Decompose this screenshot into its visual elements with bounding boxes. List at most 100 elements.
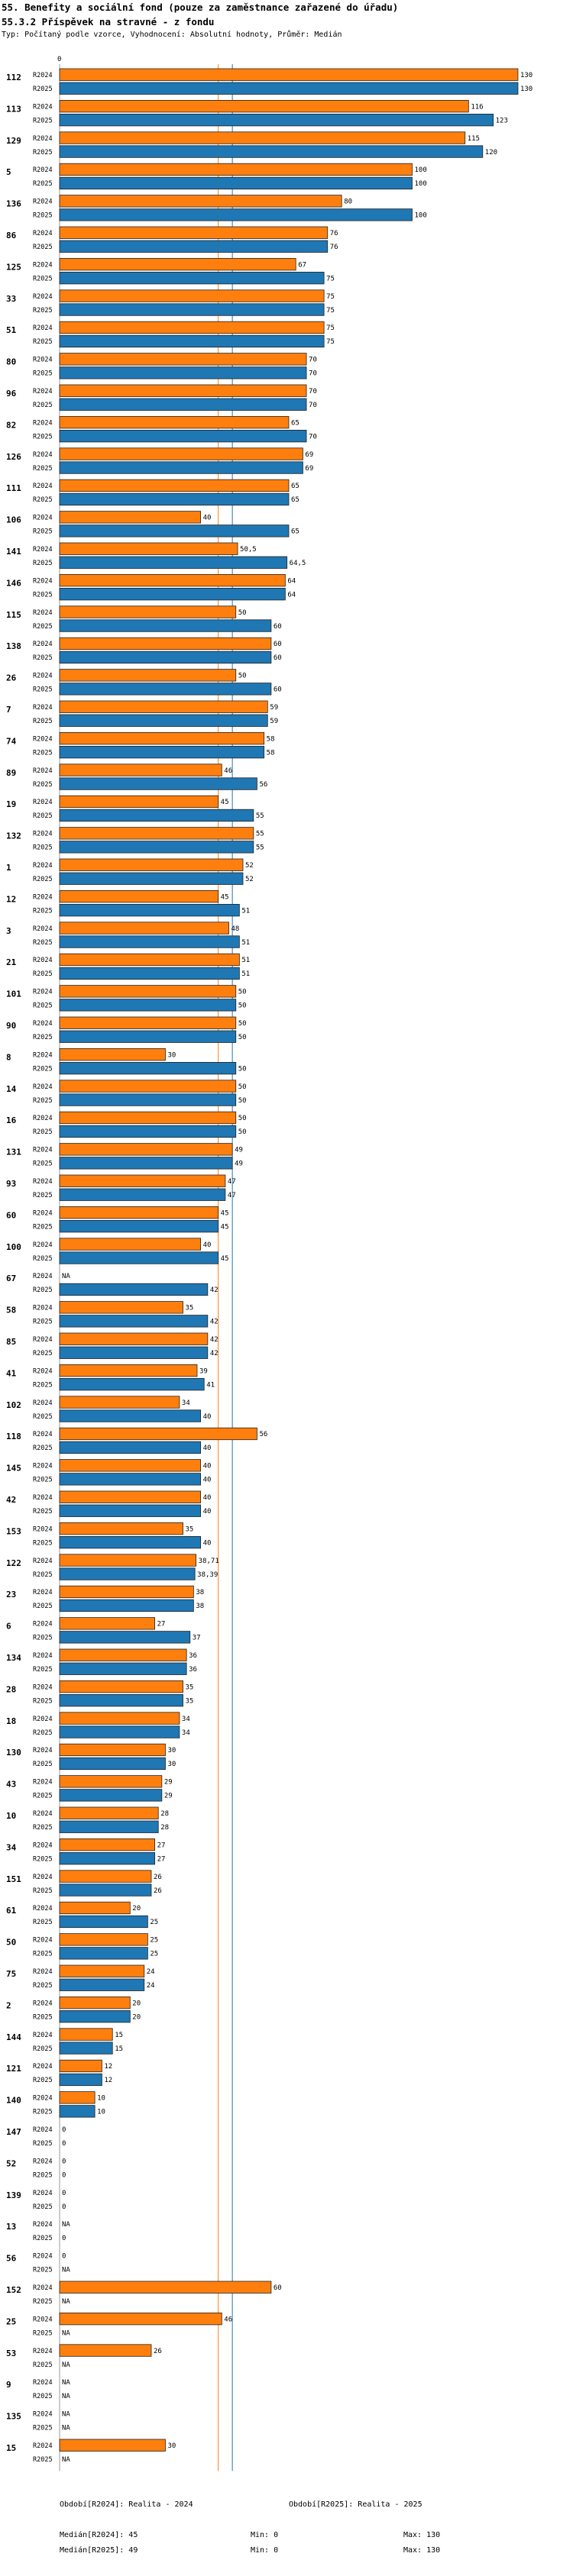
data-value-label: 26 (154, 1887, 162, 1895)
series-label: R2025 (33, 1635, 53, 1642)
series-label: R2024 (33, 2095, 53, 2103)
data-value-label: 29 (164, 1779, 173, 1787)
data-value-label: 38,71 (199, 1558, 219, 1565)
data-value-label: 25 (150, 1951, 158, 1958)
data-bar (59, 1522, 183, 1535)
data-value-label: 64 (287, 591, 296, 599)
data-bar (59, 2105, 96, 2118)
data-value-label: 0 (62, 2253, 66, 2261)
data-value-label: 120 (485, 149, 497, 157)
series-label: R2025 (33, 844, 53, 852)
data-value-label: 70 (309, 357, 317, 364)
data-value-label: 40 (203, 1494, 212, 1502)
group-label: 146 (6, 578, 21, 588)
data-bar (59, 303, 325, 316)
data-value-label: NA (62, 2221, 70, 2229)
data-value-label: 20 (132, 2000, 141, 2007)
data-bar (59, 1206, 219, 1219)
data-value-label: 60 (274, 641, 282, 648)
data-value-label: 59 (270, 704, 278, 712)
series-label: R2024 (33, 957, 53, 964)
group-label: 121 (6, 2064, 21, 2074)
series-label: R2025 (33, 686, 53, 694)
data-value-label: 70 (309, 370, 317, 378)
group-label: 13 (6, 2222, 16, 2232)
data-bar (59, 1631, 191, 1644)
data-value-label: 115 (468, 135, 480, 143)
data-bar (59, 145, 484, 158)
data-value-label: 24 (147, 1982, 155, 1990)
series-label: R2025 (33, 1286, 53, 1294)
series-label: R2024 (33, 451, 53, 459)
data-bar (59, 1725, 180, 1738)
data-value-label: 47 (228, 1192, 236, 1199)
data-value-label: 65 (291, 483, 299, 490)
group-label: 16 (6, 1115, 17, 1125)
group-label: 34 (6, 1842, 17, 1852)
data-bar (59, 447, 303, 460)
data-value-label: 60 (274, 623, 282, 631)
data-value-label: 35 (186, 1305, 194, 1312)
data-value-label: 42 (210, 1286, 219, 1294)
data-value-label: NA (62, 2329, 70, 2337)
series-label: R2024 (33, 1020, 53, 1028)
group-label: 130 (6, 1748, 21, 1758)
series-label: R2025 (33, 1034, 53, 1041)
series-label: R2025 (33, 1413, 53, 1421)
data-bar (59, 1884, 152, 1896)
data-value-label: 47 (228, 1178, 236, 1186)
group-label: 132 (6, 831, 21, 841)
data-value-label: 25 (150, 1919, 158, 1926)
data-value-label: 56 (259, 781, 267, 789)
series-label: R2024 (33, 2126, 53, 2134)
data-value-label: NA (62, 2379, 70, 2387)
series-label: R2025 (33, 876, 53, 883)
data-value-label: 50 (238, 673, 247, 680)
data-bar (59, 1143, 233, 1156)
data-value-label: 70 (309, 388, 317, 395)
group-label: 82 (6, 420, 16, 430)
series-label: R2024 (33, 831, 53, 838)
data-value-label: 76 (330, 230, 338, 237)
group-label: 15 (6, 2443, 16, 2453)
data-value-label: 45 (221, 1223, 229, 1231)
data-value-label: 55 (256, 844, 264, 852)
series-label: R2025 (33, 1223, 53, 1231)
data-value-label: 0 (62, 2203, 66, 2211)
series-label: R2025 (33, 2140, 53, 2148)
group-label: 8 (6, 1052, 11, 1062)
series-label: R2024 (33, 893, 53, 901)
series-label: R2025 (33, 1002, 53, 1010)
data-bar (59, 1174, 226, 1187)
series-label: R2024 (33, 2316, 53, 2323)
group-label: 152 (6, 2285, 21, 2295)
series-label: R2024 (33, 324, 53, 332)
data-bar (59, 777, 257, 790)
data-bar (59, 430, 307, 443)
data-bar (59, 479, 290, 492)
series-label: R2024 (33, 230, 53, 237)
series-label: R2024 (33, 1842, 53, 1849)
data-value-label: 58 (267, 735, 275, 743)
data-value-label: 51 (241, 970, 250, 978)
data-bar (59, 858, 244, 871)
group-label: 131 (6, 1148, 21, 1157)
data-bar (59, 131, 466, 144)
data-value-label: 60 (274, 2284, 282, 2292)
group-label: 125 (6, 262, 21, 272)
data-value-label: 80 (344, 199, 352, 206)
data-bar (59, 967, 240, 980)
data-value-label: 38,39 (197, 1571, 218, 1579)
data-bar (59, 714, 268, 727)
data-bar (59, 1648, 187, 1661)
data-value-label: 34 (182, 1399, 190, 1407)
group-label: 19 (6, 799, 16, 809)
group-label: 93 (6, 1179, 16, 1189)
data-value-label: 40 (203, 1413, 212, 1421)
group-label: 135 (6, 2412, 21, 2422)
data-value-label: 49 (235, 1160, 243, 1168)
series-label: R2025 (33, 244, 53, 251)
series-label: R2024 (33, 293, 53, 301)
series-label: R2025 (33, 528, 53, 536)
series-label: R2025 (33, 2013, 53, 2021)
